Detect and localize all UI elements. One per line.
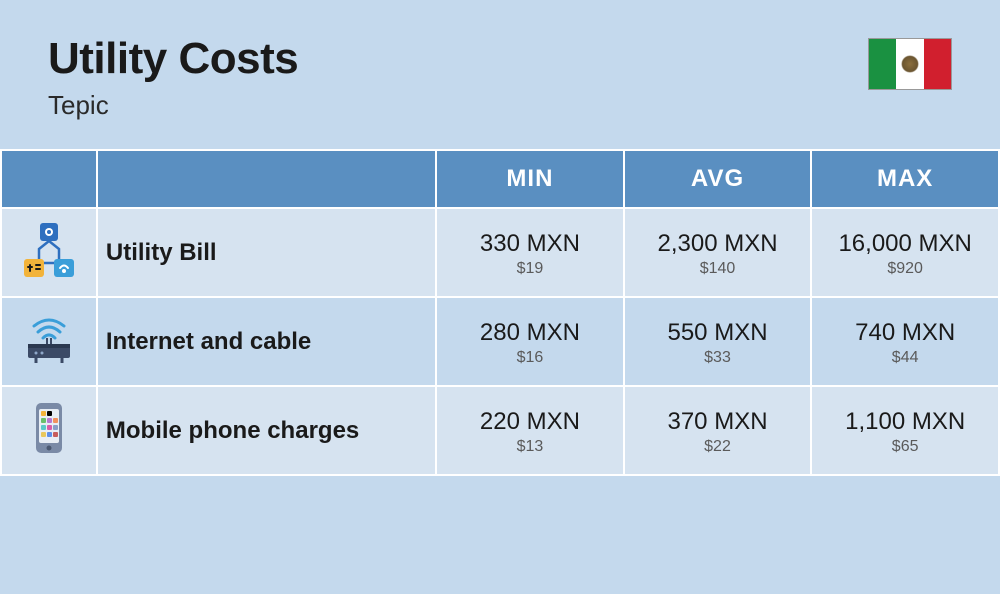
cell-min: 220 MXN $13 — [436, 386, 624, 475]
value-primary: 550 MXN — [625, 319, 811, 347]
table-row: Internet and cable 280 MXN $16 550 MXN $… — [1, 297, 999, 386]
value-secondary: $13 — [437, 438, 623, 456]
value-secondary: $16 — [437, 349, 623, 367]
value-primary: 2,300 MXN — [625, 230, 811, 258]
header-blank-label — [97, 150, 436, 208]
row-label: Internet and cable — [97, 297, 436, 386]
page-title: Utility Costs — [48, 34, 298, 84]
cell-max: 1,100 MXN $65 — [811, 386, 999, 475]
page-subtitle: Tepic — [48, 90, 298, 121]
header-max: MAX — [811, 150, 999, 208]
cell-max: 740 MXN $44 — [811, 297, 999, 386]
table-row: Mobile phone charges 220 MXN $13 370 MXN… — [1, 386, 999, 475]
value-primary: 330 MXN — [437, 230, 623, 258]
value-secondary: $33 — [625, 349, 811, 367]
value-primary: 280 MXN — [437, 319, 623, 347]
row-icon-cell — [1, 297, 97, 386]
value-primary: 740 MXN — [812, 319, 998, 347]
row-label: Utility Bill — [97, 208, 436, 297]
flag-stripe-red — [924, 39, 951, 89]
value-primary: 370 MXN — [625, 408, 811, 436]
value-secondary: $44 — [812, 349, 998, 367]
mobile-phone-icon — [18, 397, 80, 464]
table-header-row: MIN AVG MAX — [1, 150, 999, 208]
value-primary: 16,000 MXN — [812, 230, 998, 258]
value-primary: 220 MXN — [437, 408, 623, 436]
value-secondary: $65 — [812, 438, 998, 456]
cell-avg: 550 MXN $33 — [624, 297, 812, 386]
cell-min: 280 MXN $16 — [436, 297, 624, 386]
mexico-flag-icon — [868, 38, 952, 90]
cell-min: 330 MXN $19 — [436, 208, 624, 297]
value-secondary: $140 — [625, 260, 811, 278]
utility-bill-icon — [18, 219, 80, 286]
header: Utility Costs Tepic — [0, 0, 1000, 149]
row-icon-cell — [1, 386, 97, 475]
flag-emblem-icon — [901, 55, 919, 73]
value-primary: 1,100 MXN — [812, 408, 998, 436]
cell-avg: 370 MXN $22 — [624, 386, 812, 475]
header-min: MIN — [436, 150, 624, 208]
header-avg: AVG — [624, 150, 812, 208]
internet-cable-icon — [18, 308, 80, 375]
cell-avg: 2,300 MXN $140 — [624, 208, 812, 297]
value-secondary: $22 — [625, 438, 811, 456]
flag-stripe-green — [869, 39, 896, 89]
row-icon-cell — [1, 208, 97, 297]
value-secondary: $19 — [437, 260, 623, 278]
utility-costs-table: MIN AVG MAX — [0, 149, 1000, 476]
row-label: Mobile phone charges — [97, 386, 436, 475]
title-block: Utility Costs Tepic — [48, 34, 298, 121]
header-blank-icon — [1, 150, 97, 208]
cell-max: 16,000 MXN $920 — [811, 208, 999, 297]
table-row: Utility Bill 330 MXN $19 2,300 MXN $140 … — [1, 208, 999, 297]
value-secondary: $920 — [812, 260, 998, 278]
